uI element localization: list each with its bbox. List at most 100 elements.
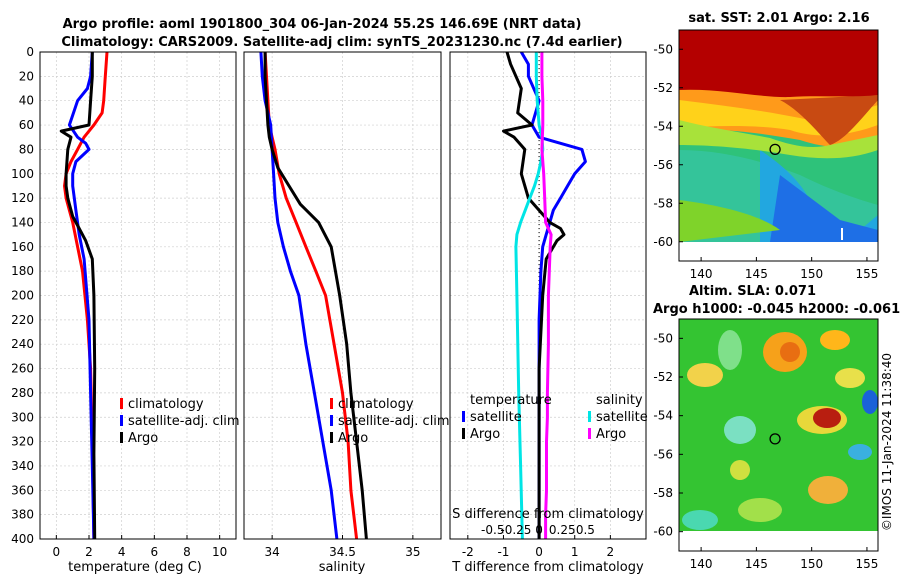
- temperature-axes-frame: [39, 51, 237, 540]
- legend-label-climatology: climatology: [338, 397, 414, 412]
- series-line-argo: [59, 52, 97, 539]
- legend-swatch-argo: [330, 432, 333, 443]
- legend-label-s-satellite: satellite: [596, 410, 648, 425]
- legend-label-satellite: satellite-adj. clim: [128, 414, 240, 429]
- lon-tick-label: 140: [690, 267, 713, 281]
- y-tick-label: 360: [11, 483, 34, 497]
- lat-tick-label: -60: [653, 235, 673, 249]
- x-tick-label: -1: [497, 545, 509, 559]
- temperature-panel: 0204060801001201401601802002202402602803…: [11, 45, 240, 575]
- y-tick-label: 380: [11, 508, 34, 522]
- y-tick-label: 80: [19, 142, 34, 156]
- salinity-tick-labels: 34 34.5 35: [265, 535, 420, 559]
- sst-map-lon-ticks: 140 145 150 155: [690, 257, 878, 281]
- lat-tick-label: -60: [653, 525, 673, 539]
- sla-map-image: [679, 319, 878, 551]
- sst-map-panel: sat. SST: 2.01 Argo: 2.16 -50-52-54-56-5…: [653, 11, 879, 281]
- sst-map-lat-ticks: -50 -52 -54 -56 -58 -60: [653, 42, 683, 249]
- sst-map-frame: [678, 29, 879, 262]
- y-tick-label: 240: [11, 337, 34, 351]
- legend-swatch-climatology: [120, 398, 123, 409]
- legend-label-argo: Argo: [338, 431, 368, 446]
- difference-series: [502, 52, 587, 539]
- legend-label-t-satellite: satellite: [470, 410, 522, 425]
- series-line-argo: [263, 52, 368, 539]
- legend-label-climatology: climatology: [128, 397, 204, 412]
- legend-label-t-argo: Argo: [470, 427, 500, 442]
- x-tick-label: 10: [212, 545, 227, 559]
- series-line-climatology: [63, 52, 109, 539]
- x-tick-label: 34: [265, 545, 280, 559]
- sst-map-title: sat. SST: 2.01 Argo: 2.16: [688, 11, 869, 26]
- sla-map-title: Altim. SLA: 0.071: [689, 284, 816, 299]
- s-difference-tick-labels: -0.5-0.25 0 0.25 0.5: [481, 523, 595, 537]
- x-tick-label: 35: [405, 545, 420, 559]
- figure-title-line2: Climatology: CARS2009. Satellite-adj cli…: [61, 35, 622, 50]
- x-tick-label: 2: [607, 545, 615, 559]
- y-tick-label: 280: [11, 386, 34, 400]
- y-tick-label: 20: [19, 69, 34, 83]
- difference-panel: -2 -1 0 1 2 -0.5-0.25 0 0.25 0.5 S difference f…: [449, 51, 648, 575]
- lat-tick-label: -56: [653, 158, 673, 172]
- x-tick-label: 8: [183, 545, 191, 559]
- imos-watermark: ©IMOS 11-Jan-2024 11:38:40: [880, 353, 894, 531]
- s-tick-label: 0.5: [576, 523, 595, 537]
- legend-swatch-satellite: [120, 415, 123, 426]
- x-tick-label: 0: [53, 545, 61, 559]
- lon-tick-label: 145: [745, 267, 768, 281]
- lat-tick-label: -56: [653, 447, 673, 461]
- difference-legend: temperature satellite Argo salinity sate…: [462, 393, 648, 442]
- series-line-climatology: [263, 52, 359, 539]
- s-tick-label: -0.5: [481, 523, 504, 537]
- y-tick-label: 220: [11, 313, 34, 327]
- legend-swatch-t-satellite: [462, 411, 465, 422]
- figure-title-line1: Argo profile: aoml 1901800_304 06-Jan-20…: [63, 17, 582, 32]
- salinity-series: [259, 52, 368, 539]
- s-tick-label: 0.25: [549, 523, 576, 537]
- x-tick-label: 1: [571, 545, 579, 559]
- s-difference-label: S difference from climatology: [452, 507, 644, 522]
- lat-tick-label: -54: [653, 409, 673, 423]
- legend-label-s-argo: Argo: [596, 427, 626, 442]
- legend-swatch-argo: [120, 432, 123, 443]
- legend-label-argo: Argo: [128, 431, 158, 446]
- sla-map-frame: [678, 318, 879, 552]
- salinity-legend: climatology satellite-adj. clim Argo: [330, 397, 450, 446]
- y-tick-label: 200: [11, 289, 34, 303]
- legend-swatch-climatology: [330, 398, 333, 409]
- argo-float-marker: [769, 143, 781, 156]
- legend-label-satellite: satellite-adj. clim: [338, 414, 450, 429]
- x-tick-label: 2: [85, 545, 93, 559]
- lon-tick-label: 150: [800, 557, 823, 571]
- legend-heading-temperature: temperature: [470, 393, 552, 408]
- x-tick-label: -2: [462, 545, 474, 559]
- temperature-series: [59, 52, 109, 539]
- y-tick-label: 60: [19, 118, 34, 132]
- lat-tick-label: -54: [653, 119, 673, 133]
- lon-tick-label: 140: [690, 557, 713, 571]
- lon-tick-label: 155: [855, 557, 878, 571]
- s-tick-label: 0: [535, 523, 543, 537]
- series-line-satellite-adj-clim: [67, 52, 96, 539]
- y-tick-label: 40: [19, 94, 34, 108]
- y-tick-label: 140: [11, 215, 34, 229]
- lat-tick-label: -50: [653, 331, 673, 345]
- lon-tick-label: 150: [800, 267, 823, 281]
- sla-map-lat-ticks: -50 -52 -54 -56 -58 -60: [653, 331, 683, 539]
- lon-tick-label: 145: [745, 557, 768, 571]
- y-tick-label: 260: [11, 362, 34, 376]
- y-tick-label: 400: [11, 532, 34, 546]
- temperature-tick-labels: 0 2 4 6 8 10: [53, 535, 227, 559]
- salinity-xlabel: salinity: [319, 560, 366, 575]
- legend-swatch-s-satellite: [588, 411, 591, 422]
- series-line-s-argo: [540, 52, 553, 539]
- depth-tick-labels: 0 20 40 60 80 100 120 140 160 180 200 220 240 260 280 3…: [11, 45, 34, 546]
- lat-tick-label: -58: [653, 486, 673, 500]
- y-tick-label: 300: [11, 410, 34, 424]
- t-difference-xlabel: T difference from climatology: [451, 560, 644, 575]
- temperature-xlabel: temperature (deg C): [68, 560, 202, 575]
- s-tick-label: -0.25: [500, 523, 531, 537]
- y-tick-label: 180: [11, 264, 34, 278]
- legend-heading-salinity: salinity: [596, 393, 643, 408]
